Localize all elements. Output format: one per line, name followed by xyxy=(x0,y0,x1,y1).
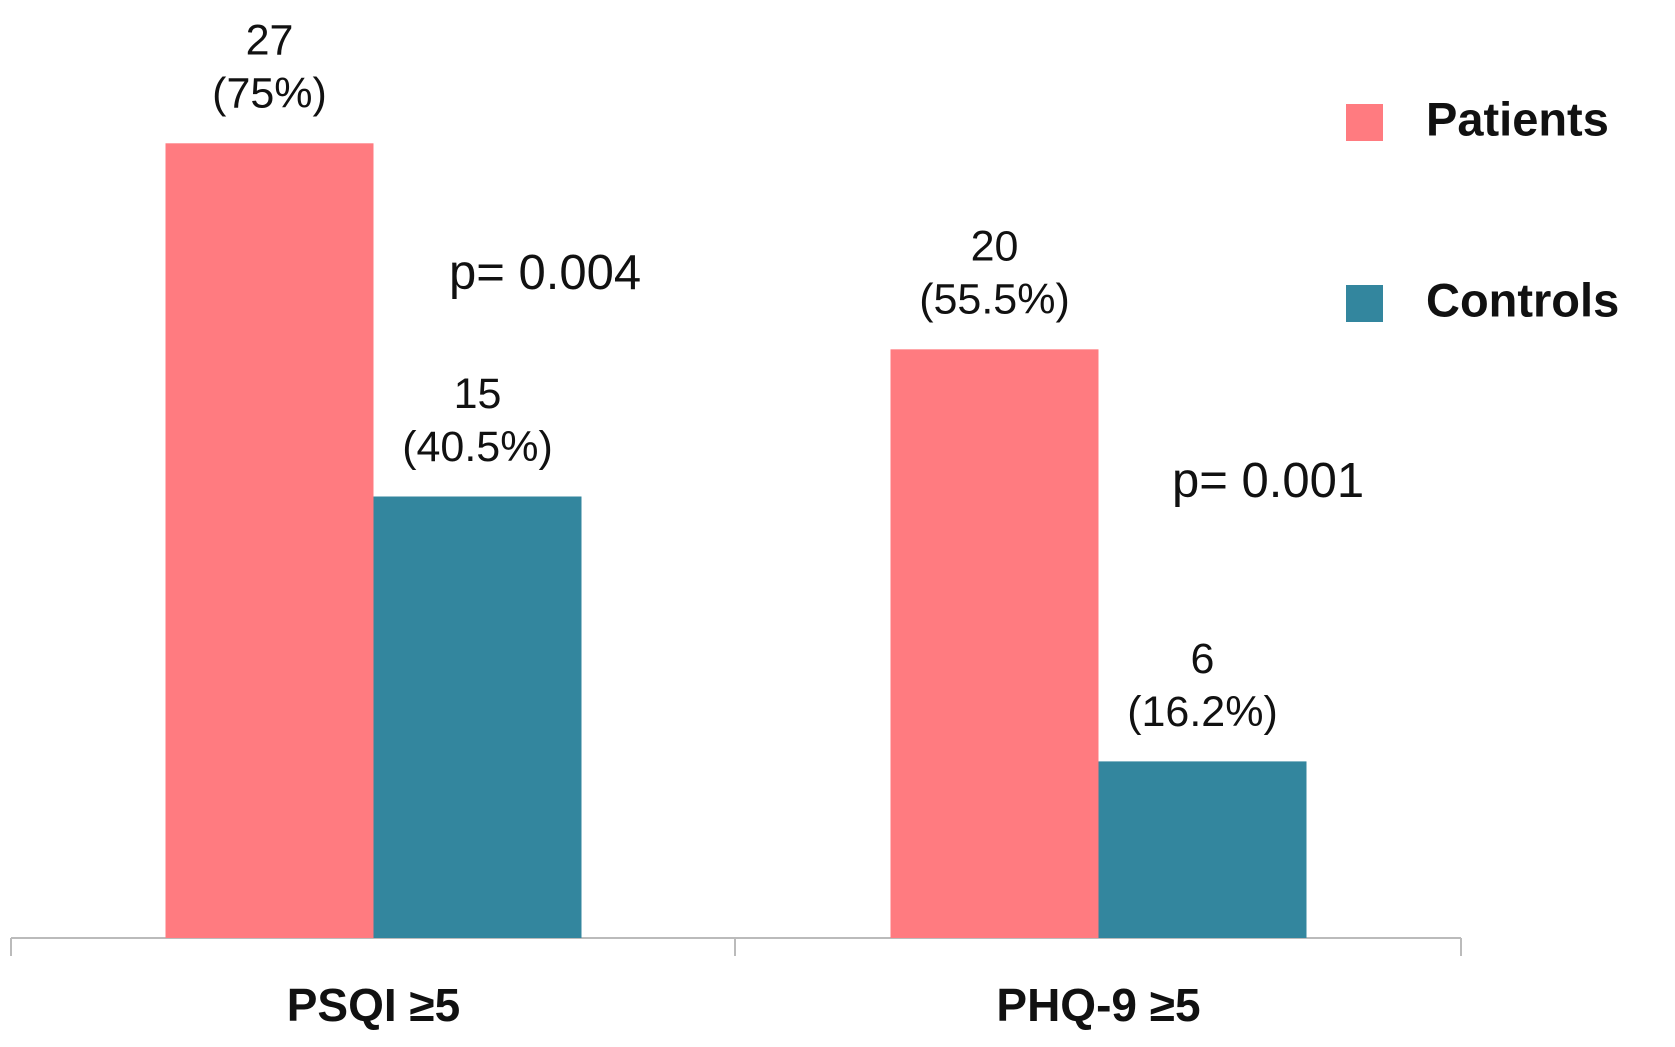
bar xyxy=(890,349,1099,938)
data-label-percent: (40.5%) xyxy=(402,423,553,471)
x-tick-label: PSQI ≥5 xyxy=(287,979,461,1031)
annotation: p= 0.001 xyxy=(1172,454,1364,508)
data-label-percent: (55.5%) xyxy=(919,276,1070,324)
data-label: 20 xyxy=(971,223,1019,271)
bar xyxy=(165,143,374,939)
legend-label: Controls xyxy=(1426,273,1619,326)
data-label: 27 xyxy=(246,17,294,65)
bar xyxy=(373,496,582,938)
data-label-percent: (16.2%) xyxy=(1127,688,1278,736)
data-label: 6 xyxy=(1191,635,1215,683)
legend-swatch xyxy=(1346,104,1383,141)
data-label-percent: (75%) xyxy=(212,70,327,118)
annotation: p= 0.004 xyxy=(449,246,641,300)
x-tick-label: PHQ-9 ≥5 xyxy=(996,979,1200,1031)
data-label: 15 xyxy=(454,370,502,418)
legend-label: Patients xyxy=(1426,92,1609,145)
legend-swatch xyxy=(1346,285,1383,322)
bar xyxy=(1098,761,1307,938)
